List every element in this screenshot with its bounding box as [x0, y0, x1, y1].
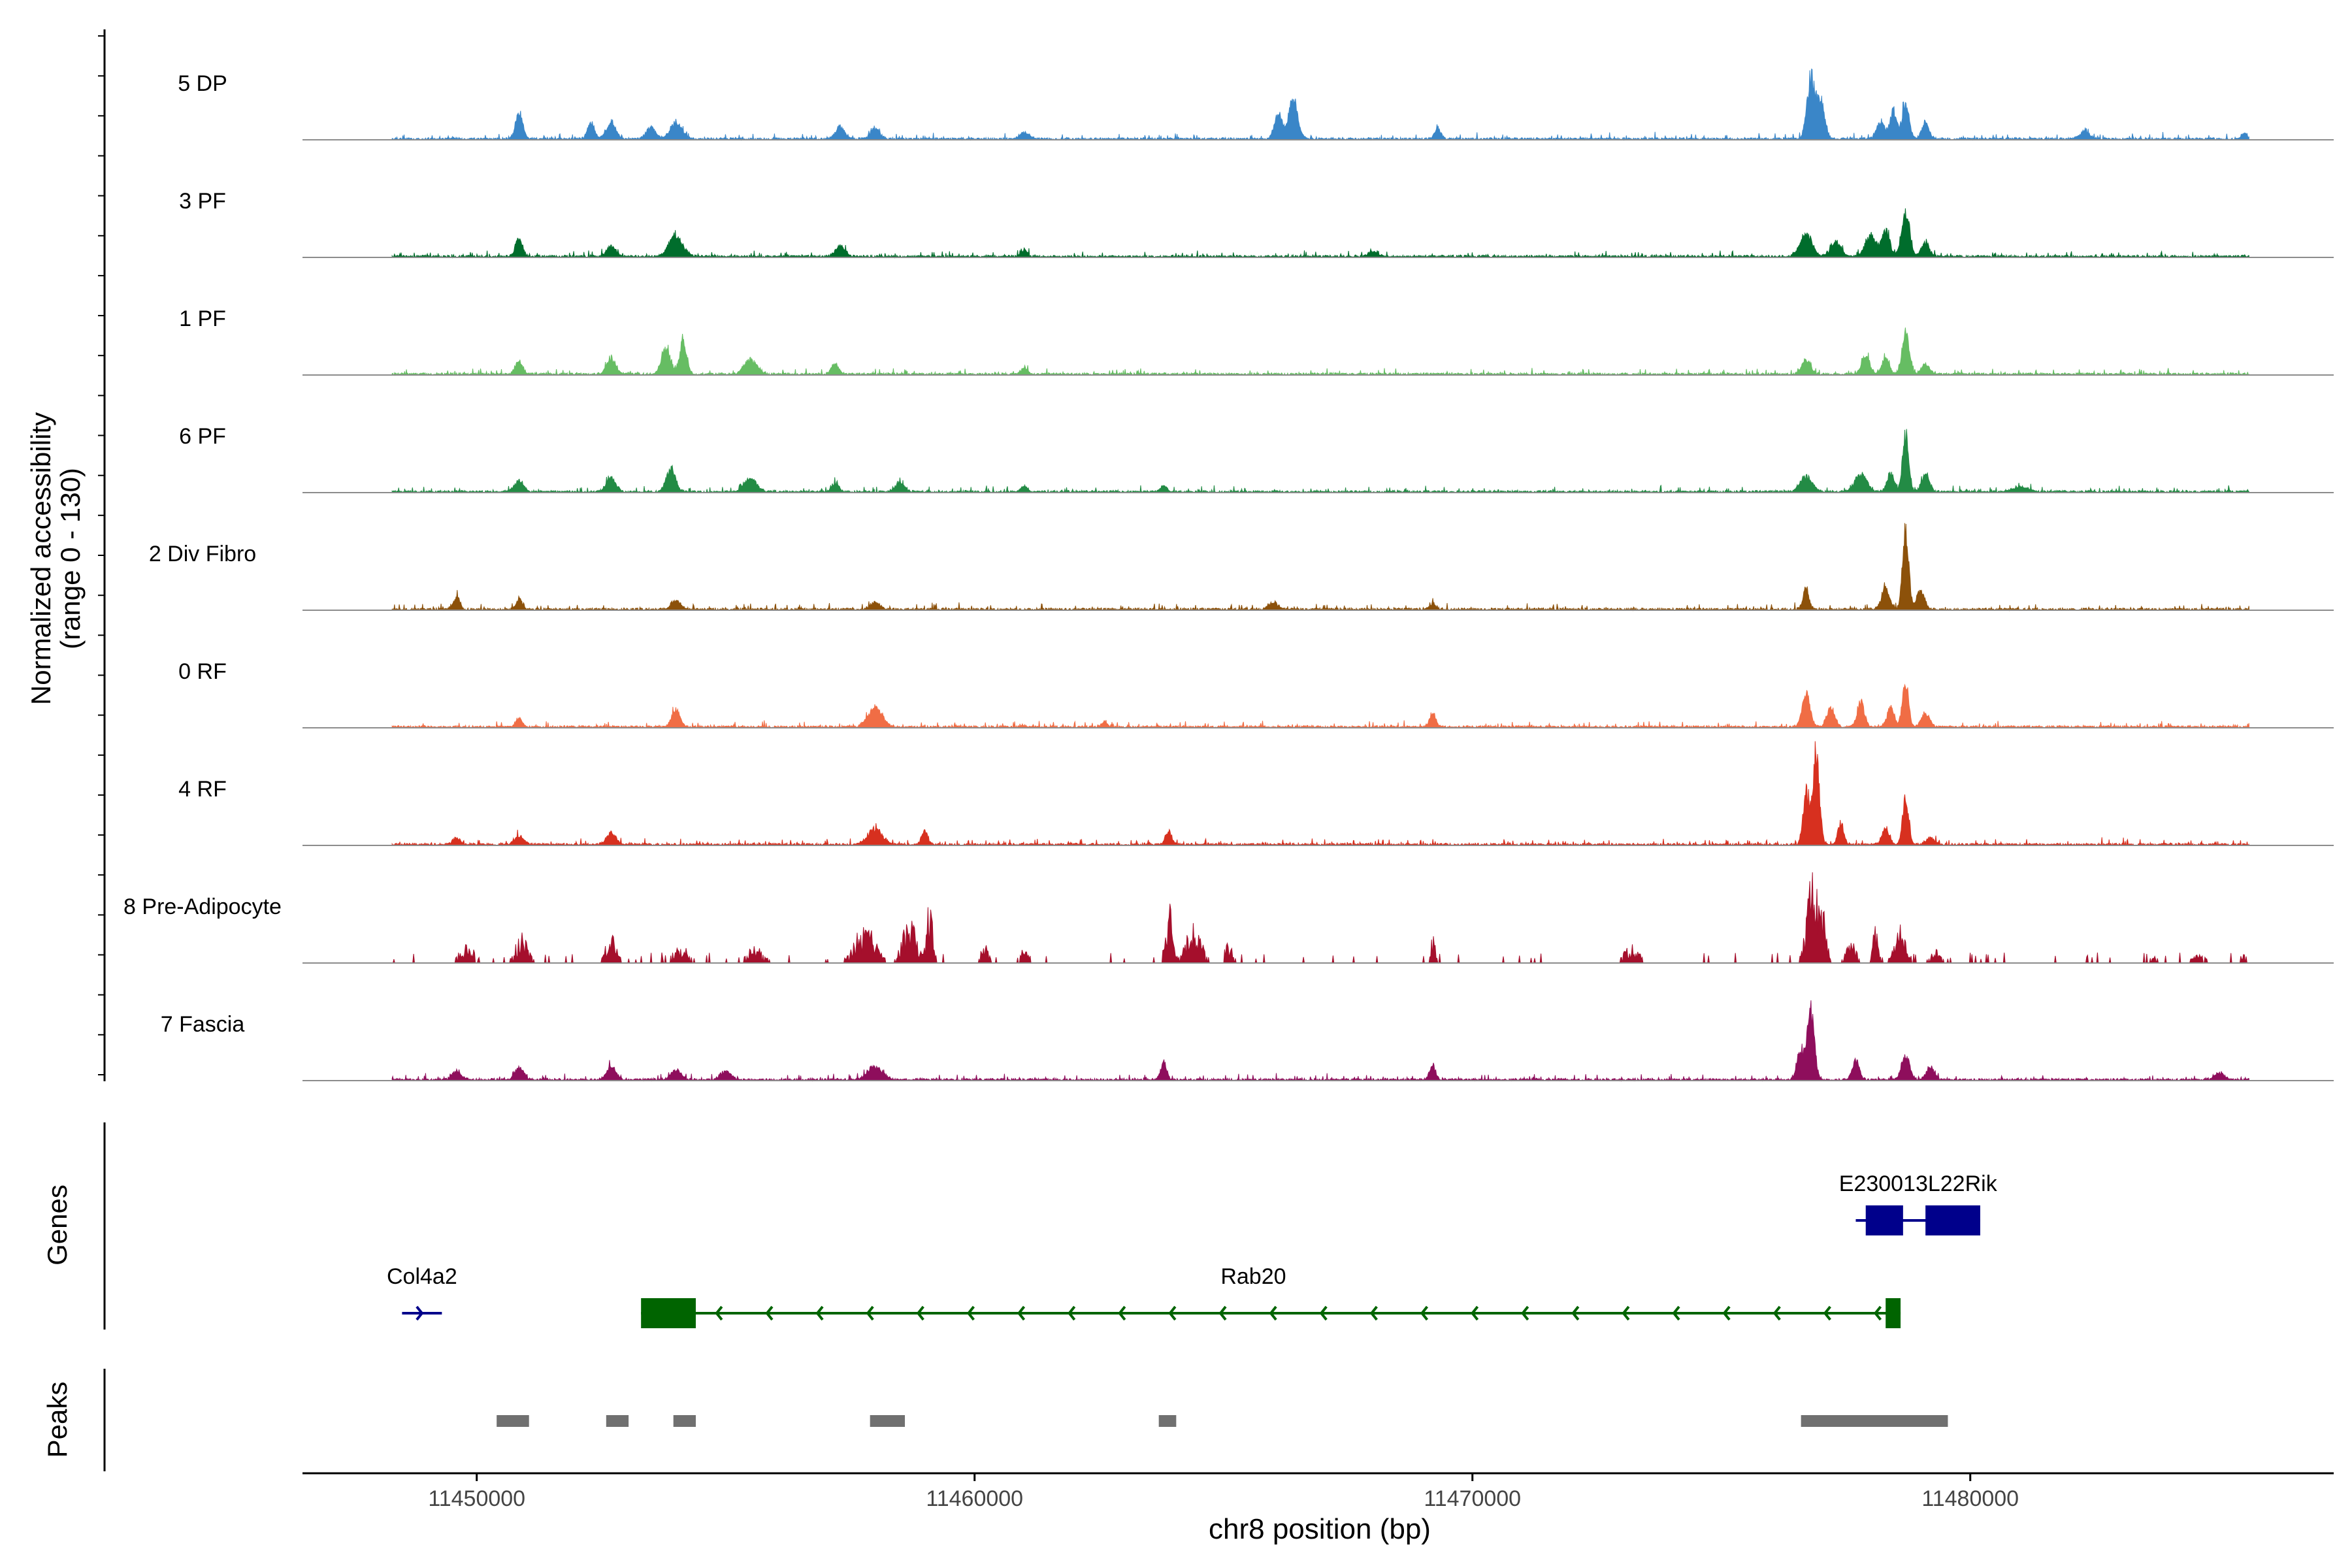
track-6-pf: 6 PF [179, 424, 2334, 494]
exon-block [641, 1298, 696, 1328]
y-axis-title: Normalized accessibility (range 0 - 130) [25, 412, 86, 705]
strand-arrow [715, 1305, 723, 1321]
strand-arrow [1369, 1305, 1378, 1321]
track-coverage-area [391, 208, 2250, 259]
track-label: 3 PF [179, 189, 226, 214]
strand-arrow [866, 1305, 874, 1321]
peak-region [606, 1415, 629, 1427]
strand-arrow [1772, 1305, 1781, 1321]
gene-label: Rab20 [1220, 1264, 1286, 1289]
strand-arrow [1017, 1305, 1026, 1321]
x-tick-label: 11460000 [926, 1486, 1023, 1511]
peak-region [1158, 1415, 1177, 1427]
coverage-tracks: 5 DP 3 PF 1 PF 6 PF 2 Div Fibro 0 RF 4 RF 8 Pre… [98, 29, 2334, 1082]
strand-arrow [416, 1305, 424, 1321]
strand-arrow [1823, 1305, 1831, 1321]
track-5-dp: 5 DP [178, 68, 2334, 141]
track-label: 8 Pre-Adipocyte [123, 894, 282, 919]
gene-label: E230013L22Rik [1839, 1171, 1998, 1196]
track-coverage-area [391, 741, 2250, 847]
track-7-fascia: 7 Fascia [161, 1000, 2334, 1082]
peak-region [870, 1415, 906, 1427]
strand-arrow [765, 1305, 774, 1321]
strand-arrow [1521, 1305, 1529, 1321]
strand-arrow [1471, 1305, 1479, 1321]
track-2-div-fibro: 2 Div Fibro [149, 523, 2334, 612]
track-label: 5 DP [178, 71, 227, 96]
track-label: 7 Fascia [161, 1012, 245, 1037]
gene-rab20: Rab20 [641, 1264, 1901, 1328]
strand-arrow [1118, 1305, 1126, 1321]
exon-block [1886, 1298, 1901, 1328]
exon-block [1925, 1205, 1980, 1235]
peak-region [673, 1415, 696, 1427]
genes-panel: Genes Col4a2 Rab20 E230013L22Rik [42, 1122, 1998, 1330]
strand-arrow [1873, 1305, 1882, 1321]
strand-arrow [1319, 1305, 1328, 1321]
x-tick-label: 11470000 [1424, 1486, 1521, 1511]
gene-e230013l22rik: E230013L22Rik [1839, 1171, 1998, 1235]
track-coverage-area [391, 683, 2250, 729]
track-label: 4 RF [178, 777, 227, 802]
peak-region [497, 1415, 529, 1427]
x-tick-label: 11480000 [1921, 1486, 2019, 1511]
track-coverage-area [392, 872, 2249, 964]
track-8-pre-adipocyte: 8 Pre-Adipocyte [123, 872, 2334, 964]
strand-arrow [1218, 1305, 1227, 1321]
genes-panel-label: Genes [42, 1184, 73, 1266]
strand-arrow [1672, 1305, 1680, 1321]
strand-arrow [1571, 1305, 1580, 1321]
strand-arrow [916, 1305, 924, 1321]
gene-col4a2: Col4a2 [387, 1264, 457, 1321]
track-label: 6 PF [179, 424, 226, 449]
x-axis-title: chr8 position (bp) [1209, 1513, 1431, 1545]
track-1-pf: 1 PF [179, 306, 2334, 376]
strand-arrow [1068, 1305, 1076, 1321]
peaks-panel-label: Peaks [42, 1382, 73, 1458]
peaks-panel: Peaks [42, 1369, 1948, 1471]
strand-arrow [966, 1305, 975, 1321]
track-4-rf: 4 RF [178, 741, 2334, 847]
track-coverage-area [391, 68, 2250, 141]
track-coverage-area [391, 523, 2250, 612]
peak-region [1801, 1415, 1948, 1427]
x-tick-label: 11450000 [428, 1486, 525, 1511]
track-coverage-area [391, 1000, 2250, 1082]
strand-arrow [1722, 1305, 1731, 1321]
strand-arrow [815, 1305, 824, 1321]
strand-arrow [1168, 1305, 1177, 1321]
track-label: 2 Div Fibro [149, 542, 256, 566]
y-axis-title-line1: Normalized accessibility [25, 412, 56, 705]
y-axis-title-line2: (range 0 - 130) [55, 468, 86, 649]
track-0-rf: 0 RF [178, 659, 2334, 729]
track-label: 1 PF [179, 306, 226, 331]
strand-arrow [1269, 1305, 1277, 1321]
exon-block [1865, 1205, 1903, 1235]
track-3-pf: 3 PF [179, 189, 2334, 259]
strand-arrow [1420, 1305, 1429, 1321]
track-coverage-area [391, 327, 2250, 376]
x-axis: chr8 position (bp) 11450000 11460000 11470… [302, 1472, 2334, 1545]
gene-label: Col4a2 [387, 1264, 457, 1289]
track-coverage-area [391, 429, 2250, 494]
strand-arrow [1622, 1305, 1630, 1321]
track-label: 0 RF [178, 659, 227, 684]
